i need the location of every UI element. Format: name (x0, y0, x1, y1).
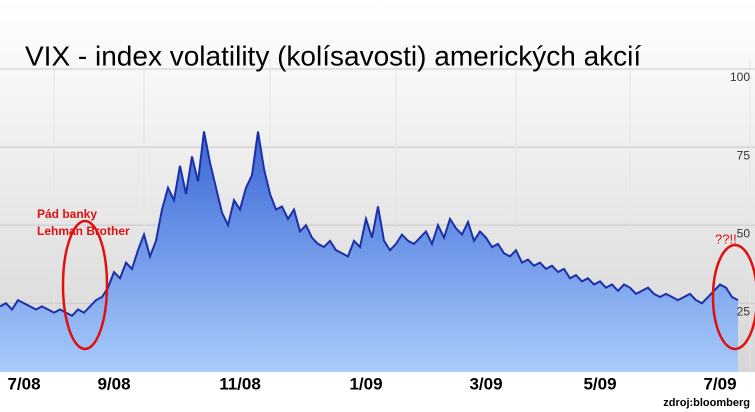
y-tick-label: 25 (737, 304, 751, 318)
x-tick-label: 3/09 (469, 374, 502, 393)
y-tick-label: 75 (737, 148, 751, 162)
x-tick-label: 5/09 (583, 374, 616, 393)
y-tick-label: 100 (730, 70, 750, 84)
highlight-ellipse (61, 219, 109, 351)
x-tick-label: 7/08 (7, 374, 40, 393)
x-tick-label: 11/08 (219, 374, 261, 393)
highlight-ellipse (711, 243, 755, 351)
y-tick-label: 50 (737, 226, 751, 240)
annotation: ??!! (715, 231, 737, 246)
x-tick-label: 1/09 (349, 374, 382, 393)
source: zdroj:bloomberg (663, 397, 750, 409)
line (0, 131, 739, 318)
annotation: Pád banky (37, 207, 97, 221)
x-tick-label: 9/08 (97, 374, 130, 393)
x-tick-label: 7/09 (703, 374, 736, 393)
chart-title: VIX - index volatility (kolísavosti) ame… (25, 40, 641, 71)
annotation: Lehman Brother (37, 224, 130, 238)
